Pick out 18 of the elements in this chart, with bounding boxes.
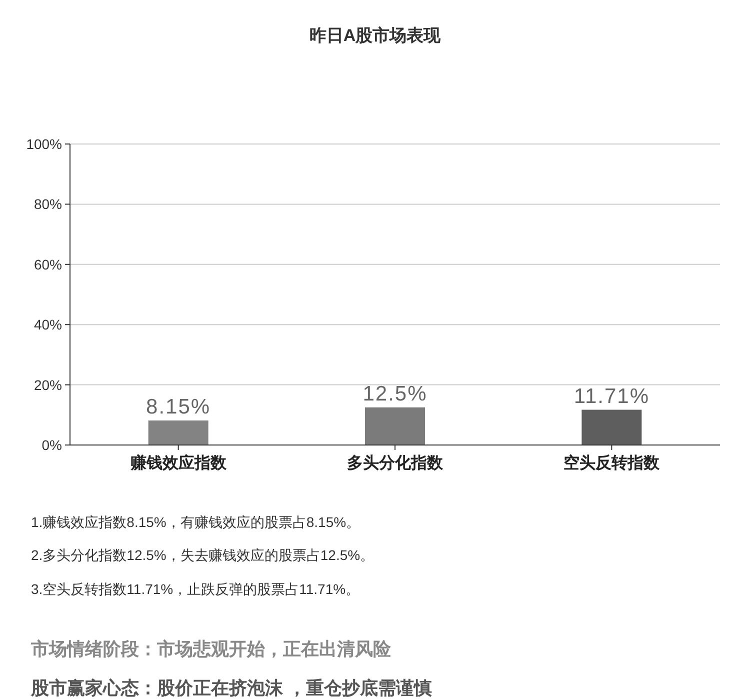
data-label: 12.5% xyxy=(362,382,428,406)
y-tick-label: 40% xyxy=(34,316,62,333)
text: 3.空头反转指数11.71%，止跌反弹的股票占11.71%。 xyxy=(31,581,360,597)
data-label: 11.71% xyxy=(574,384,650,408)
text: 2.多头分化指数12.5%，失去赚钱效应的股票占12.5%。 xyxy=(31,547,374,563)
chart-title: 昨日A股市场表现 xyxy=(309,26,442,45)
y-tick-label: 20% xyxy=(34,376,62,393)
text: 市场情绪阶段：市场悲观开始，正在出清风险 xyxy=(30,639,392,659)
text: 股市赢家心态：股价正在挤泡沫 ，重仓抄底需谨慎 xyxy=(30,678,432,698)
data-label: 8.15% xyxy=(146,395,211,418)
y-tick-label: 80% xyxy=(34,196,62,212)
y-tick-label: 0% xyxy=(42,437,62,453)
y-tick-label: 60% xyxy=(34,256,62,272)
text: 1.赚钱效应指数8.15%，有赚钱效应的股票占8.15%。 xyxy=(31,514,360,530)
y-tick-label: 100% xyxy=(26,136,62,152)
x-tick-label: 多头分化指数 xyxy=(347,454,444,472)
x-tick-label: 赚钱效应指数 xyxy=(129,453,228,472)
x-tick-label: 空头反转指数 xyxy=(564,454,661,472)
